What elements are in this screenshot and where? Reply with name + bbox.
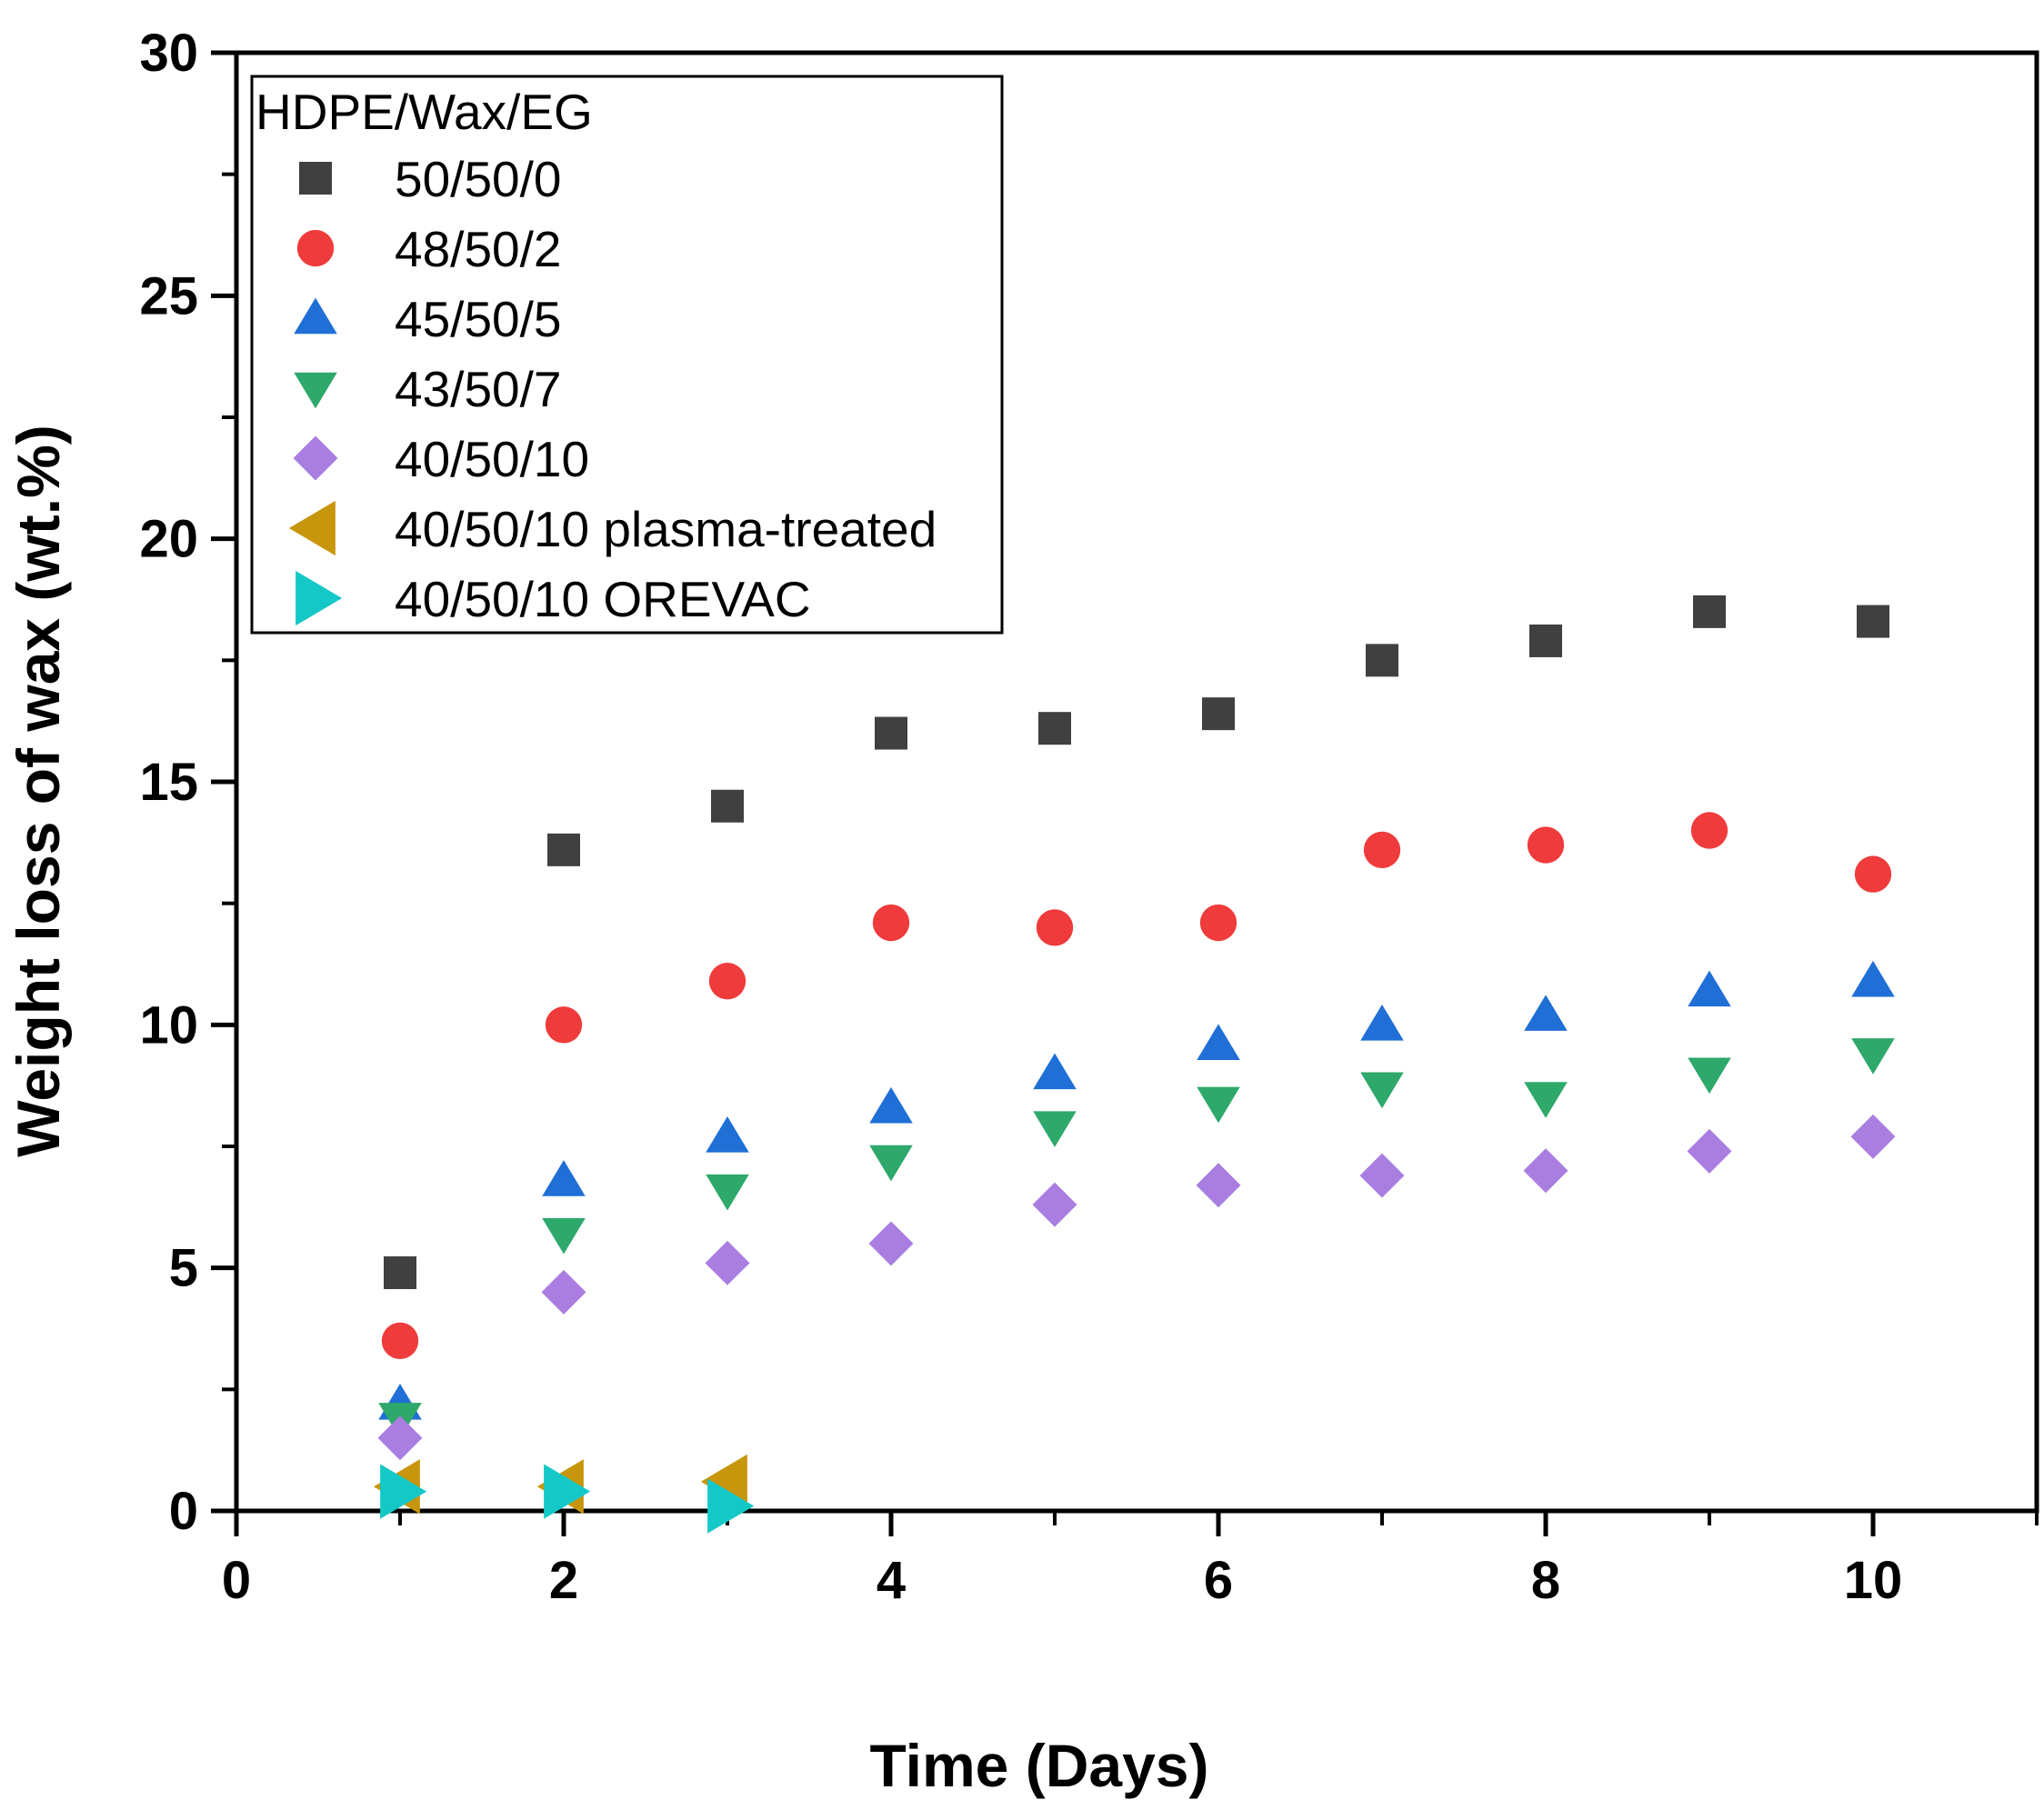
- legend-entry-label: 40/50/10 plasma-treated: [395, 501, 937, 557]
- y-tick-label: 5: [169, 1239, 198, 1298]
- data-point: [872, 904, 910, 942]
- data-point: [1857, 605, 1889, 638]
- data-point: [1523, 1148, 1568, 1194]
- ticks: 0 2 4 6 8 10 0 5 10 15 20 25 30: [139, 24, 2039, 1610]
- legend-entry-label: 50/50/0: [395, 151, 562, 207]
- legend-title: HDPE/Wax/EG: [256, 84, 593, 140]
- x-tick-label: 8: [1531, 1551, 1560, 1610]
- data-point: [711, 789, 744, 823]
- data-point: [1360, 1005, 1404, 1041]
- data-point: [1360, 1072, 1404, 1109]
- data-point: [1529, 624, 1562, 657]
- data-point: [542, 1217, 586, 1255]
- data-point: [381, 1322, 419, 1360]
- legend-marker: [296, 570, 343, 626]
- data-point: [1038, 712, 1071, 745]
- data-point: [1196, 1163, 1241, 1208]
- x-tick-label: 10: [1844, 1551, 1903, 1610]
- data-point: [1032, 1182, 1077, 1227]
- data-point: [707, 1478, 755, 1534]
- x-tick-label: 2: [549, 1551, 578, 1610]
- data-point: [1851, 1038, 1895, 1075]
- legend-marker: [293, 435, 338, 481]
- y-tick-label: 0: [169, 1482, 198, 1541]
- data-point: [384, 1256, 416, 1290]
- data-point: [1850, 1114, 1896, 1159]
- legend-marker: [288, 500, 336, 556]
- legend-entry-label: 45/50/5: [395, 291, 562, 347]
- data-point: [380, 1464, 427, 1519]
- y-tick-label: 30: [139, 24, 198, 83]
- legend: HDPE/Wax/EG 50/50/0 48/50/2 45/50/5 43/50/7 4…: [250, 75, 1004, 635]
- legend-marker: [299, 162, 332, 195]
- legend-entry-label: 48/50/2: [395, 221, 562, 277]
- data-point: [1527, 826, 1565, 864]
- y-axis-title: Weight loss of wax (wt.%): [5, 425, 72, 1157]
- legend-box: [250, 75, 1004, 635]
- x-tick-label: 6: [1204, 1551, 1233, 1610]
- data-points: [373, 595, 1896, 1534]
- data-point: [1687, 1128, 1732, 1174]
- data-point: [1524, 995, 1568, 1031]
- data-point: [869, 1086, 913, 1124]
- y-tick-label: 25: [139, 266, 198, 325]
- legend-marker: [296, 229, 335, 267]
- data-point: [1199, 904, 1237, 942]
- data-point: [1359, 1153, 1405, 1198]
- data-point: [1197, 1024, 1240, 1060]
- data-point: [544, 1464, 591, 1519]
- data-point: [1688, 970, 1731, 1007]
- data-point: [706, 1115, 749, 1153]
- data-point: [1524, 1082, 1568, 1118]
- y-tick-label: 20: [139, 510, 198, 569]
- x-axis-title: Time (Days): [870, 1732, 1209, 1799]
- data-point: [547, 833, 580, 866]
- data-point: [1033, 1053, 1077, 1090]
- legend-marker: [294, 297, 337, 335]
- data-point: [1366, 644, 1398, 677]
- data-point: [708, 963, 746, 1000]
- y-tick-label: 10: [139, 995, 198, 1055]
- data-point: [1363, 831, 1401, 869]
- data-point: [875, 716, 907, 750]
- data-point: [706, 1174, 749, 1211]
- data-point: [1693, 595, 1726, 628]
- data-point: [1688, 1057, 1731, 1095]
- data-point: [868, 1221, 914, 1266]
- data-point: [1036, 909, 1074, 946]
- data-point: [1197, 1086, 1240, 1124]
- data-point: [545, 1006, 583, 1044]
- data-point: [377, 1415, 423, 1461]
- data-point: [542, 1160, 586, 1196]
- legend-entry-label: 43/50/7: [395, 361, 562, 417]
- data-point: [705, 1240, 750, 1285]
- legend-marker: [294, 372, 337, 409]
- data-point: [1202, 697, 1235, 731]
- data-point: [1851, 960, 1895, 997]
- data-point: [1690, 812, 1728, 849]
- data-point: [1854, 855, 1892, 893]
- legend-entry-label: 40/50/10 OREVAC: [395, 571, 811, 627]
- data-point: [1033, 1111, 1077, 1147]
- x-tick-label: 0: [222, 1551, 251, 1610]
- x-tick-label: 4: [877, 1551, 906, 1610]
- legend-entry-label: 40/50/10: [395, 431, 589, 487]
- data-point: [541, 1269, 586, 1315]
- data-point: [869, 1145, 913, 1182]
- y-tick-label: 15: [139, 753, 198, 812]
